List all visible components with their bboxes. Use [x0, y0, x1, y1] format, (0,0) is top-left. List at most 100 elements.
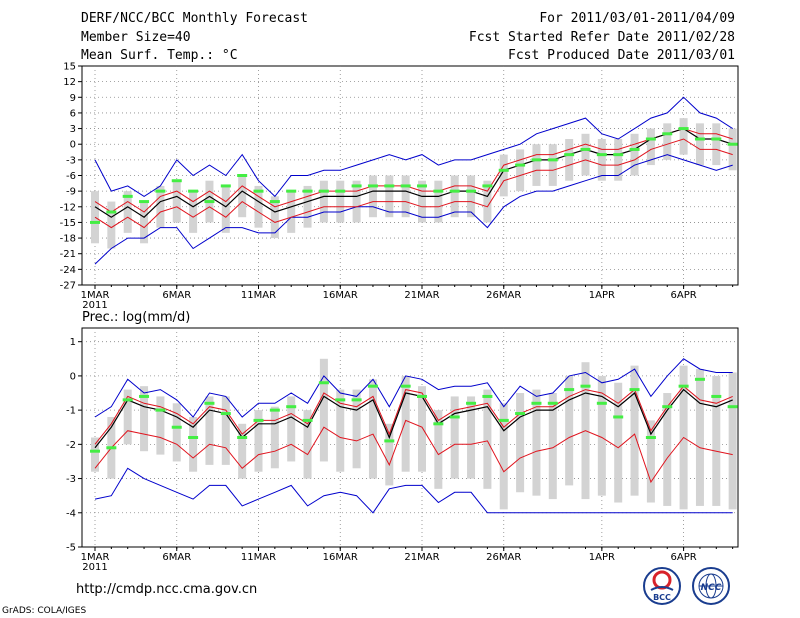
temp-marker — [269, 200, 280, 204]
member-size-label: Member Size=40 — [81, 30, 191, 45]
prec-marker — [433, 422, 444, 426]
temp-marker — [90, 220, 100, 224]
temp-ensemble-box — [221, 185, 230, 233]
prec-marker — [188, 436, 199, 439]
prec-marker — [662, 405, 673, 409]
temp-y-tick-label: -27 — [60, 281, 76, 292]
prec-marker — [580, 384, 591, 388]
temp-ensemble-box — [270, 196, 279, 239]
prec-x-tick-label: 1APR — [589, 552, 615, 563]
prec-mean-line — [94, 388, 733, 449]
temp-ensemble-box — [368, 175, 377, 218]
temp-y-tick-label: 15 — [63, 62, 76, 73]
chart-title: DERF/NCC/BCC Monthly Forecast — [81, 11, 308, 26]
prec-marker — [400, 384, 411, 388]
temp-marker — [498, 168, 509, 172]
temp-x-tick-label: 11MAR — [241, 290, 276, 301]
temp-marker — [367, 184, 378, 188]
prec-ensemble-box — [728, 372, 737, 510]
temp-ensemble-box — [352, 180, 361, 223]
prec-marker — [515, 412, 526, 416]
prec-ensemble-box — [91, 437, 99, 472]
prec-ensemble-box — [597, 375, 606, 496]
temp-marker — [171, 179, 182, 183]
temp-marker — [482, 184, 493, 188]
temp-ensemble-box — [189, 191, 198, 233]
temp-marker — [318, 189, 329, 193]
temp-marker — [106, 210, 117, 214]
temp-max-line — [94, 96, 733, 198]
prec-ensemble-box — [565, 375, 574, 486]
prec-marker — [694, 377, 705, 381]
temp-ensemble-box — [401, 175, 410, 218]
prec-ensemble-box — [532, 389, 541, 496]
prec-ensemble-box — [368, 379, 377, 479]
prec-ensemble-box — [516, 393, 525, 493]
prec-ensemble-box — [238, 423, 247, 479]
temp-ensemble-box — [565, 139, 574, 181]
temp-y-tick-label: -18 — [60, 234, 76, 245]
temp-ensemble-box — [238, 175, 247, 218]
prec-marker — [645, 436, 656, 439]
prec-ensemble-box — [695, 369, 704, 506]
temp-marker — [629, 147, 640, 151]
prec-marker — [367, 384, 378, 388]
prec-y-tick-label: -5 — [66, 543, 76, 554]
temp-y-tick-label: -24 — [60, 265, 76, 276]
temp-ensemble-box — [646, 128, 655, 166]
prec-marker — [466, 401, 477, 405]
prec-plot-frame — [81, 327, 739, 548]
prec-ensemble-box — [614, 382, 623, 503]
prec-x-tick-label: 6MAR — [162, 552, 191, 563]
prec-marker — [106, 446, 117, 450]
prec-marker — [498, 418, 509, 422]
source-url[interactable]: http://cmdp.ncc.cma.gov.cn — [76, 582, 258, 597]
prec-marker — [531, 401, 542, 405]
temp-ensemble-box — [532, 144, 541, 186]
precipitation-panel: 1 0 -1 -2 -3 -4 -5 1MAR 6MAR 11MAR 16MAR 21MAR 26MAR… — [66, 327, 739, 573]
prec-ensemble-box — [646, 420, 655, 503]
temp-upper-line — [94, 128, 733, 213]
prec-marker — [351, 398, 362, 402]
temp-marker — [449, 189, 460, 193]
temp-y-tick-label: 3 — [70, 124, 76, 135]
temp-marker — [417, 184, 427, 188]
temp-y-tick-label: 6 — [70, 108, 76, 119]
temp-marker — [547, 158, 558, 162]
temp-marker — [253, 189, 264, 193]
temp-marker — [580, 147, 591, 151]
prec-marker — [482, 394, 493, 398]
temp-ensemble-box — [336, 180, 345, 223]
temp-ensemble-box — [254, 185, 263, 228]
temp-y-tick-label: 9 — [70, 93, 76, 104]
prec-marker — [596, 401, 607, 405]
prec-ensemble-box — [467, 396, 476, 479]
prec-lower-line — [94, 419, 733, 484]
temp-min-line — [94, 154, 733, 265]
prec-marker — [204, 401, 215, 405]
temp-marker — [433, 189, 444, 193]
prec-marker — [678, 384, 689, 388]
temp-x-tick-label: 1APR — [589, 290, 615, 301]
temp-marker — [694, 137, 705, 141]
temp-marker — [662, 132, 673, 136]
prec-marker — [253, 418, 264, 422]
bcc-logo-icon: BCC — [643, 567, 681, 605]
prec-ensemble-box — [499, 403, 508, 510]
temp-x-tick-label: 21MAR — [404, 290, 439, 301]
prec-x-year-label: 2011 — [82, 562, 107, 573]
prec-y-tick-label: -2 — [66, 440, 76, 451]
temp-marker — [286, 189, 297, 193]
temp-y-tick-label: -12 — [60, 202, 76, 213]
temp-ensemble-box — [548, 144, 557, 186]
prec-y-tick-label: -3 — [66, 474, 76, 485]
temp-mean-line — [94, 127, 733, 218]
prec-x-tick-label: 21MAR — [404, 552, 439, 563]
temp-ensemble-box — [679, 118, 688, 155]
temp-ensemble-box — [107, 201, 116, 249]
prec-ensemble-box — [254, 410, 263, 472]
prec-marker — [155, 408, 166, 412]
prec-max-line — [94, 358, 733, 418]
temp-ensemble-box — [287, 191, 296, 233]
